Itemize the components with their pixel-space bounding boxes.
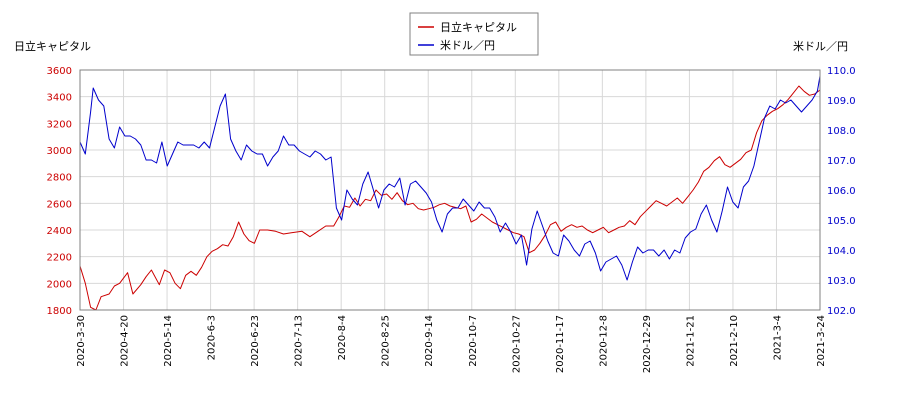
x-tick-label: 2020-10-27 (511, 315, 522, 373)
legend-label-series-1: 米ドル／円 (440, 39, 495, 52)
x-tick: 2020-12-29 (642, 315, 653, 373)
right-tick-label: 106.0 (827, 186, 856, 197)
left-tick-label: 3400 (47, 93, 72, 104)
left-tick-label: 2200 (47, 253, 72, 264)
left-tick-label: 2400 (47, 226, 72, 237)
legend-box (409, 12, 539, 56)
legend: 日立キャピタル 米ドル／円 (409, 12, 539, 56)
plot-frame (79, 69, 821, 311)
x-tick: 2021-3-24 (816, 315, 827, 367)
x-tick: 2020-10-7 (468, 315, 479, 367)
series-line-0 (79, 85, 821, 311)
left-axis-ticks: 1800 2000 2200 2400 2600 2800 3000 3200 3400 3600 (47, 66, 72, 317)
x-tick-label: 2021-3-24 (816, 315, 827, 367)
x-tick-label: 2020-6-3 (207, 315, 218, 360)
x-axis-ticks: 2020-3-30 2020-4-20 2020-5-14 2020-6-3 2020-… (76, 315, 827, 373)
x-tick: 2021-1-21 (685, 315, 696, 367)
x-tick: 2020-8-4 (337, 315, 348, 360)
x-tick-label: 2020-5-14 (163, 315, 174, 367)
x-tick-label: 2020-6-23 (250, 315, 261, 367)
series-group (79, 75, 821, 311)
x-tick: 2020-5-14 (163, 315, 174, 367)
x-tick: 2020-4-20 (120, 315, 131, 367)
x-tick-label: 2020-12-8 (598, 315, 609, 367)
x-tick-label: 2020-10-7 (468, 315, 479, 367)
x-tick-label: 2020-11-17 (555, 315, 566, 373)
x-tick-label: 2021-1-21 (685, 315, 696, 367)
x-tick-label: 2020-12-29 (642, 315, 653, 373)
x-tick: 2020-10-27 (511, 315, 522, 373)
x-tick: 2020-6-3 (207, 315, 218, 360)
left-tick-label: 3600 (47, 66, 72, 77)
x-tick: 2020-12-8 (598, 315, 609, 367)
left-tick-label: 2000 (47, 279, 72, 290)
x-tick-label: 2021-3-4 (772, 315, 783, 360)
right-tick-label: 110.0 (827, 66, 856, 77)
right-tick-label: 102.0 (827, 306, 856, 317)
x-tick: 2020-7-13 (294, 315, 305, 367)
x-tick-label: 2021-2-10 (729, 315, 740, 367)
x-tick: 2020-6-23 (250, 315, 261, 367)
x-tick-label: 2020-7-13 (294, 315, 305, 367)
x-tick: 2021-2-10 (729, 315, 740, 367)
legend-label-series-0: 日立キャピタル (440, 20, 517, 34)
x-tick: 2020-8-25 (381, 315, 392, 367)
x-tick-label: 2020-3-30 (76, 315, 87, 367)
x-tick: 2021-3-4 (772, 315, 783, 360)
x-tick: 2020-3-30 (76, 315, 87, 367)
right-tick-label: 104.0 (827, 246, 856, 257)
left-tick-label: 3000 (47, 146, 72, 157)
x-tick: 2020-9-14 (424, 315, 435, 367)
x-tick-label: 2020-8-4 (337, 315, 348, 360)
right-tick-label: 103.0 (827, 276, 856, 287)
left-tick-label: 3200 (47, 119, 72, 130)
left-tick-label: 1800 (47, 306, 72, 317)
right-tick-label: 108.0 (827, 126, 856, 137)
x-tick: 2020-11-17 (555, 315, 566, 373)
right-tick-label: 107.0 (827, 156, 856, 167)
left-axis-title: 日立キャピタル (14, 39, 91, 53)
x-tick-label: 2020-8-25 (381, 315, 392, 367)
right-tick-label: 105.0 (827, 216, 856, 227)
x-tick-label: 2020-4-20 (120, 315, 131, 367)
right-tick-label: 109.0 (827, 96, 856, 107)
x-tick-label: 2020-9-14 (424, 315, 435, 367)
right-axis-ticks: 102.0 103.0 104.0 105.0 106.0 107.0 108.0 109.0… (827, 66, 856, 317)
left-tick-label: 2800 (47, 173, 72, 184)
series-line-1 (79, 75, 821, 281)
left-tick-label: 2600 (47, 199, 72, 210)
grid (80, 70, 820, 310)
right-axis-title: 米ドル／円 (793, 40, 848, 53)
